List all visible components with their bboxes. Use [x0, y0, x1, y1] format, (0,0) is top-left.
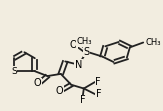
Text: S: S: [84, 47, 90, 57]
Text: F: F: [96, 89, 102, 99]
Text: F: F: [80, 95, 85, 105]
Text: N: N: [75, 60, 82, 70]
Text: F: F: [95, 77, 101, 87]
Text: O: O: [55, 86, 63, 96]
Text: O: O: [70, 40, 77, 50]
Text: CH₃: CH₃: [77, 38, 92, 47]
Text: O: O: [34, 78, 42, 88]
Text: S: S: [11, 67, 17, 76]
Text: CH₃: CH₃: [145, 38, 161, 47]
